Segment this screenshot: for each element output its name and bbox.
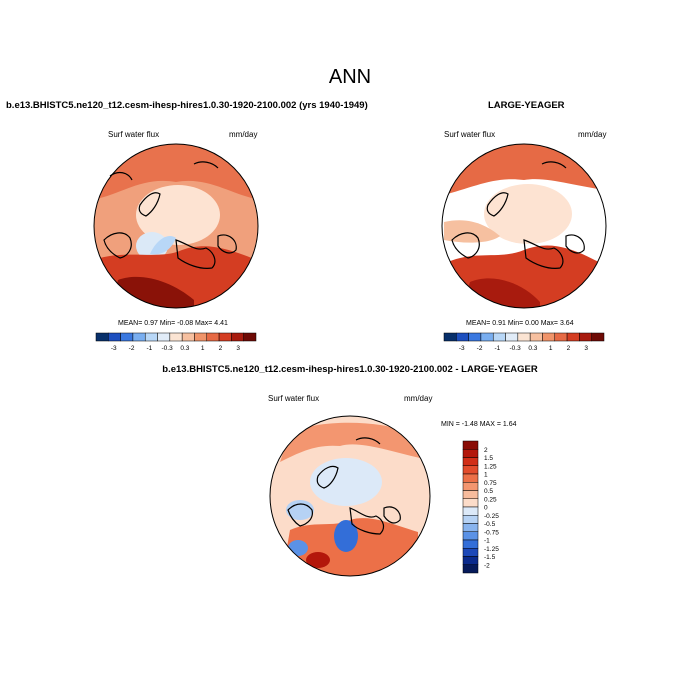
left-colorbar-box — [243, 332, 257, 342]
left-colorbar-box — [95, 332, 109, 342]
right-colorbar-tick-label: -0.3 — [510, 345, 522, 352]
diff-colorbar-tick-label: 0.75 — [484, 480, 497, 487]
right-colorbar-box — [554, 332, 568, 342]
right-units: mm/day — [578, 130, 607, 139]
diff-colorbar-box — [462, 440, 479, 450]
diff-colorbar-box — [462, 539, 479, 549]
left-colorbar-box — [157, 332, 171, 342]
right-colorbar-tick-label: -1 — [494, 345, 500, 352]
diff-units: mm/day — [404, 394, 433, 403]
diff-colorbar-box — [462, 457, 479, 466]
right-colorbar-box — [529, 332, 543, 342]
diff-colorbar-tick-label: -0.5 — [484, 521, 496, 528]
diff-colorbar-tick-label: -0.75 — [484, 529, 499, 536]
left-colorbar-tick-label: 1 — [201, 345, 205, 352]
right-colorbar-box — [492, 332, 506, 342]
left-colorbar-box — [218, 332, 232, 342]
right-colorbar-box — [566, 332, 580, 342]
right-variable-label: Surf water flux — [444, 130, 496, 139]
left-map-border — [93, 143, 259, 309]
right-colorbar-box — [443, 332, 457, 342]
diff-colorbar-tick-label: -1.25 — [484, 546, 499, 553]
diff-colorbar-box — [462, 515, 479, 524]
left-stats: MEAN= 0.97 Min= -0.08 Max= 4.41 — [118, 320, 228, 327]
left-colorbar-box — [194, 332, 208, 342]
diff-colorbar-tick-label: -1.5 — [484, 554, 496, 561]
main-title: ANN — [328, 66, 372, 88]
diff-colorbar-box — [462, 498, 479, 508]
diff-colorbar-tick-label: 1.5 — [484, 455, 493, 462]
right-colorbar-tick-label: 1 — [549, 345, 553, 352]
right-map-border — [441, 143, 607, 309]
diff-colorbar-box — [462, 482, 479, 491]
right-colorbar-tick-label: 2 — [567, 345, 571, 352]
left-colorbar-box — [181, 332, 195, 342]
right-colorbar-box — [468, 332, 482, 342]
diff-variable-label: Surf water flux — [268, 394, 320, 403]
right-colorbar-tick-label: 0.3 — [528, 345, 537, 352]
left-colorbar-tick-label: 0.3 — [180, 345, 189, 352]
diff-colorbar-tick-label: 0.5 — [484, 488, 493, 495]
diff-colorbar-box — [462, 523, 479, 532]
diff-colorbar-box — [462, 449, 479, 458]
left-panel-title: b.e13.BHISTC5.ne120_t12.cesm-ihesp-hires… — [6, 100, 368, 111]
diff-colorbar-tick-label: -1 — [484, 538, 490, 545]
left-coastlines — [103, 161, 237, 269]
right-colorbar-box — [517, 332, 531, 342]
diff-colorbar-tick-label: 0 — [484, 505, 488, 512]
diff-colorbar-box — [462, 564, 479, 574]
diff-polar-map — [270, 416, 430, 576]
left-colorbar-box — [144, 332, 158, 342]
left-colorbar-tick-label: -1 — [146, 345, 152, 352]
diff-colorbar-box — [462, 531, 479, 541]
diff-colorbar-box — [462, 556, 479, 565]
left-units: mm/day — [229, 130, 258, 139]
right-colorbar-tick-label: 3 — [584, 345, 588, 352]
right-coastlines — [451, 161, 585, 269]
right-colorbar-box — [456, 332, 469, 342]
diff-colorbar: 21.51.2510.750.50.250-0.25-0.5-0.75-1-1.… — [462, 440, 499, 574]
diff-colorbar-tick-label: 0.25 — [484, 496, 497, 503]
diff-panel-title: b.e13.BHISTC5.ne120_t12.cesm-ihesp-hires… — [162, 364, 538, 375]
left-colorbar-tick-label: 3 — [236, 345, 240, 352]
right-colorbar-box — [542, 332, 556, 342]
diff-colorbar-tick-label: 1 — [484, 472, 488, 479]
diff-stats: MIN = -1.48 MAX = 1.64 — [441, 421, 517, 428]
left-colorbar: -3 -2 -1 -0.3 0.3 1 2 3 — [95, 332, 257, 352]
diff-colorbar-tick-label: -0.25 — [484, 513, 499, 520]
diff-colorbar-tick-label: 2 — [484, 447, 488, 454]
left-colorbar-tick-label: -2 — [129, 345, 135, 352]
left-colorbar-box — [132, 332, 146, 342]
diff-colorbar-box — [462, 490, 479, 499]
diff-colorbar-tick-label: -2 — [484, 562, 490, 569]
left-colorbar-tick-label: -0.3 — [162, 345, 174, 352]
left-colorbar-tick-label: -3 — [111, 345, 117, 352]
diff-coastlines — [287, 437, 401, 535]
diff-colorbar-box — [462, 473, 479, 483]
diff-colorbar-tick-label: 1.25 — [484, 463, 497, 470]
right-colorbar-box — [579, 332, 592, 342]
right-colorbar-tick-label: -2 — [477, 345, 483, 352]
left-polar-map — [94, 144, 258, 308]
left-colorbar-box — [169, 332, 183, 342]
left-variable-label: Surf water flux — [108, 130, 160, 139]
left-colorbar-box — [231, 332, 244, 342]
right-colorbar-box — [591, 332, 605, 342]
right-colorbar-box — [505, 332, 519, 342]
left-colorbar-tick-label: 2 — [219, 345, 223, 352]
right-panel-title: LARGE-YEAGER — [488, 100, 565, 111]
right-stats: MEAN= 0.91 Min= 0.00 Max= 3.64 — [466, 320, 574, 327]
left-colorbar-box — [206, 332, 220, 342]
right-colorbar-tick-label: -3 — [459, 345, 465, 352]
right-colorbar: -3 -2 -1 -0.3 0.3 1 2 3 — [443, 332, 605, 352]
left-colorbar-box — [120, 332, 134, 342]
left-colorbar-box — [108, 332, 121, 342]
diff-colorbar-box — [462, 506, 479, 516]
diff-colorbar-box — [462, 465, 479, 475]
right-polar-map — [442, 144, 606, 308]
right-colorbar-box — [480, 332, 494, 342]
diff-colorbar-box — [462, 548, 479, 557]
diff-map-border — [269, 415, 431, 577]
